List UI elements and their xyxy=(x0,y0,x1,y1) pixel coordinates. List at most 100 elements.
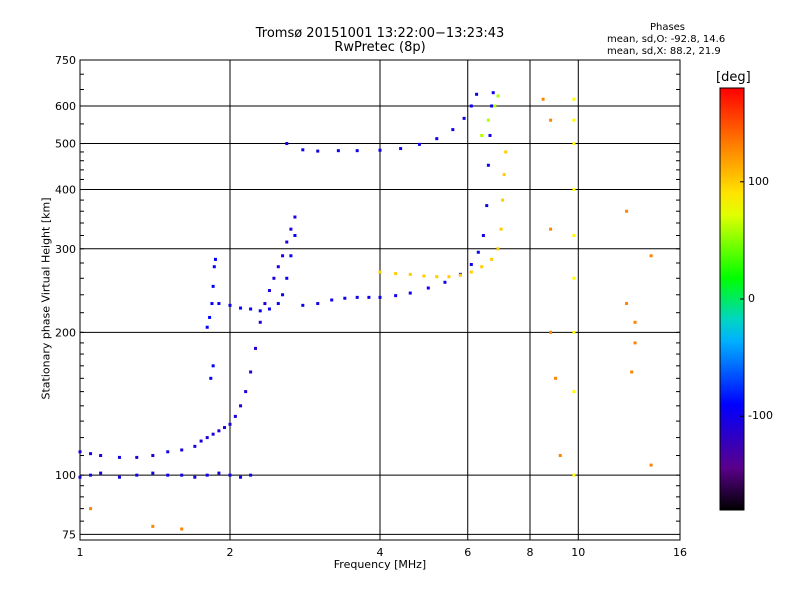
data-point xyxy=(490,257,494,261)
data-point xyxy=(223,426,227,430)
data-point xyxy=(469,104,473,108)
data-point xyxy=(151,471,155,475)
data-point xyxy=(343,296,347,300)
data-point xyxy=(228,473,232,477)
data-point xyxy=(217,471,221,475)
data-point xyxy=(649,254,653,258)
colorbar-tick-label: 0 xyxy=(748,292,755,305)
data-point xyxy=(99,454,103,458)
data-point xyxy=(78,475,82,479)
data-point xyxy=(378,270,382,274)
stats-o-mode: mean, sd,O: -92.8, 14.6 xyxy=(607,34,726,45)
data-point xyxy=(501,198,505,202)
data-point xyxy=(151,454,155,458)
y-tick-label: 75 xyxy=(62,528,76,541)
data-point xyxy=(541,97,545,101)
data-point xyxy=(394,294,398,298)
data-point xyxy=(89,507,93,511)
data-point xyxy=(213,257,217,261)
data-point xyxy=(435,275,439,279)
y-tick-label: 400 xyxy=(55,184,76,197)
data-point xyxy=(451,128,455,132)
data-point xyxy=(281,293,285,297)
data-point xyxy=(572,188,576,192)
data-point xyxy=(99,471,103,475)
y-axis-label: Stationary phase Virtual Height [km] xyxy=(39,197,53,400)
data-point xyxy=(208,315,212,319)
data-point xyxy=(625,302,629,306)
data-point xyxy=(301,303,305,307)
data-point xyxy=(285,276,289,280)
data-point xyxy=(496,94,500,98)
data-point xyxy=(480,265,484,269)
data-point xyxy=(367,295,371,299)
data-point xyxy=(180,448,184,452)
data-point xyxy=(211,284,215,288)
data-point xyxy=(458,273,462,277)
data-point xyxy=(301,148,305,152)
data-point xyxy=(491,91,495,95)
data-point xyxy=(630,370,634,374)
data-point xyxy=(417,142,421,146)
data-point xyxy=(394,272,398,276)
data-point xyxy=(135,473,139,477)
colorbar-tick-label: 100 xyxy=(748,174,769,188)
data-point xyxy=(267,289,271,293)
data-point xyxy=(490,104,494,108)
data-point xyxy=(336,149,340,153)
data-point xyxy=(180,473,184,477)
x-tick-label: 16 xyxy=(673,546,687,559)
data-point xyxy=(199,439,203,443)
data-point xyxy=(408,291,412,295)
data-point xyxy=(422,274,426,278)
data-point xyxy=(205,436,209,440)
data-point xyxy=(330,298,334,302)
data-point xyxy=(408,272,412,276)
data-point xyxy=(239,306,243,310)
data-point xyxy=(244,390,248,394)
data-point xyxy=(316,302,320,306)
data-point xyxy=(89,473,93,477)
y-tick-label: 500 xyxy=(55,138,76,151)
data-point xyxy=(572,330,576,334)
data-point xyxy=(272,276,276,280)
data-point xyxy=(217,302,221,306)
data-point xyxy=(572,276,576,280)
data-point xyxy=(476,250,480,254)
data-point xyxy=(233,414,237,418)
chart-title: Tromsø 20151001 13:22:00−13:23:43 xyxy=(255,26,505,41)
x-tick-label: 1 xyxy=(77,546,84,559)
data-point xyxy=(263,302,267,306)
data-point xyxy=(267,307,271,311)
data-point xyxy=(469,262,473,266)
data-point xyxy=(239,475,243,479)
data-point xyxy=(355,149,359,153)
y-tick-label: 100 xyxy=(55,469,76,482)
data-point xyxy=(117,475,121,479)
data-point xyxy=(469,270,473,274)
data-point xyxy=(293,233,297,237)
data-point xyxy=(211,364,215,368)
data-point xyxy=(426,286,430,290)
data-point xyxy=(193,444,197,448)
data-point xyxy=(549,118,553,122)
data-point xyxy=(276,302,280,306)
data-point xyxy=(211,432,215,436)
data-point xyxy=(135,455,139,459)
data-point xyxy=(435,137,439,141)
data-point xyxy=(228,422,232,426)
data-point xyxy=(378,148,382,152)
data-point xyxy=(249,370,253,374)
data-point xyxy=(239,404,243,408)
data-point xyxy=(572,390,576,394)
data-point xyxy=(289,254,293,258)
data-point xyxy=(355,295,359,299)
data-point xyxy=(447,275,451,279)
data-point xyxy=(378,295,382,299)
data-point xyxy=(212,265,216,269)
data-point xyxy=(462,116,466,120)
data-point xyxy=(625,209,629,213)
data-point xyxy=(205,325,209,329)
y-tick-label: 750 xyxy=(55,54,76,67)
data-point xyxy=(316,149,320,153)
